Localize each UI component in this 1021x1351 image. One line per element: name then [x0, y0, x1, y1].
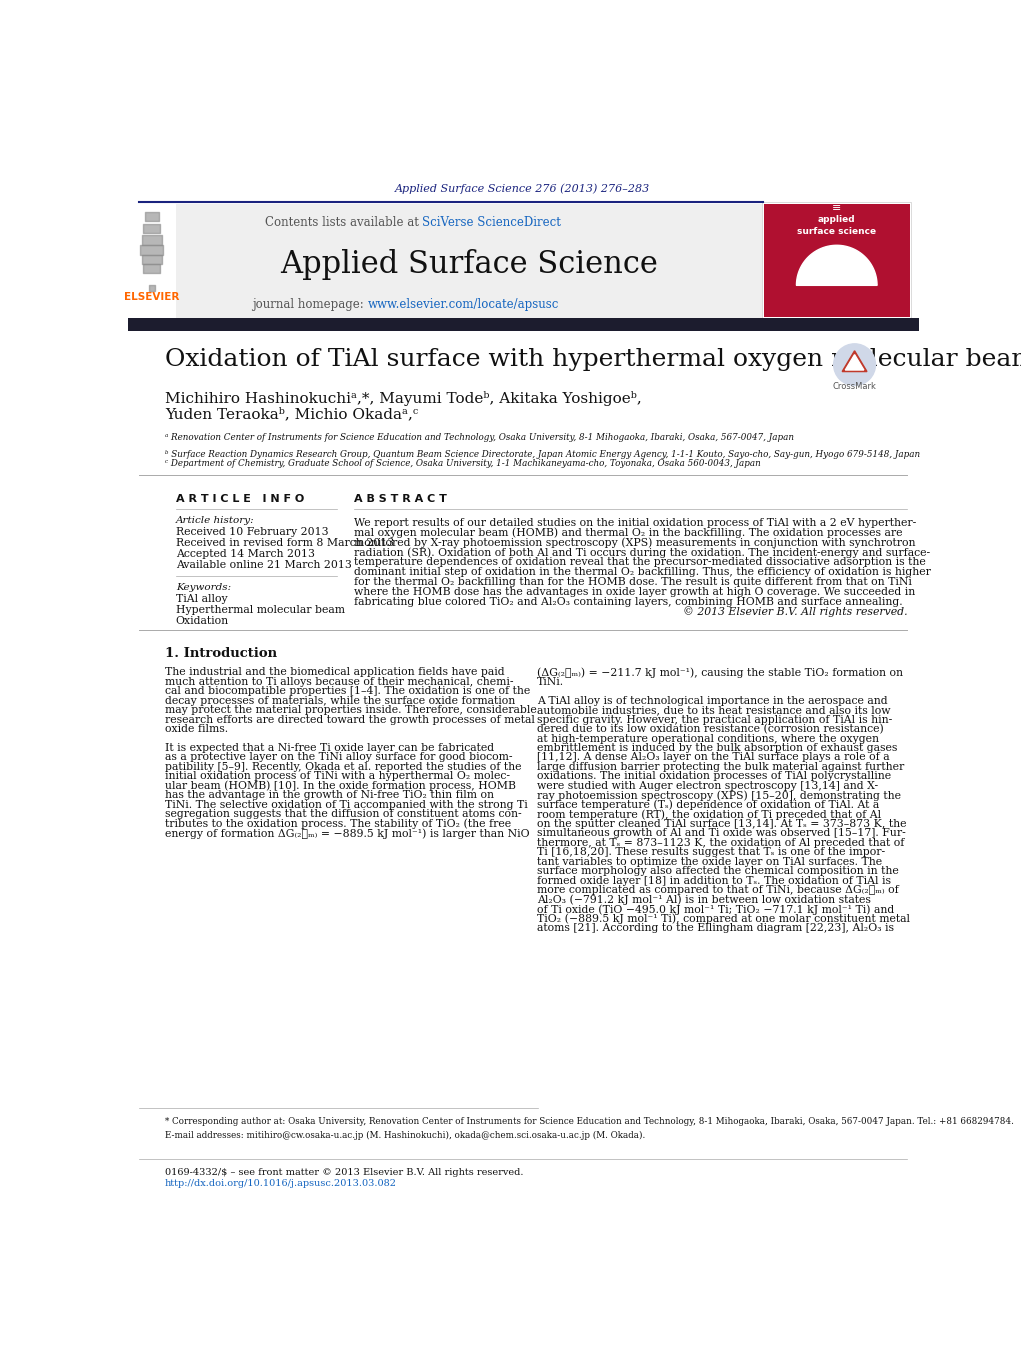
Text: on the sputter cleaned TiAl surface [13,14]. At Tₛ = 373–873 K, the: on the sputter cleaned TiAl surface [13,… — [537, 819, 907, 828]
Text: ≡: ≡ — [832, 203, 841, 213]
Text: journal homepage:: journal homepage: — [252, 299, 368, 311]
Text: ELSEVIER: ELSEVIER — [124, 292, 180, 301]
Text: Received in revised form 8 March 2013: Received in revised form 8 March 2013 — [176, 538, 394, 549]
Text: Received 10 February 2013: Received 10 February 2013 — [176, 527, 329, 538]
Text: ᵃ Renovation Center of Instruments for Science Education and Technology, Osaka U: ᵃ Renovation Center of Instruments for S… — [164, 432, 793, 442]
Text: Article history:: Article history: — [176, 516, 254, 524]
Text: The industrial and the biomedical application fields have paid: The industrial and the biomedical applic… — [164, 667, 504, 677]
Text: applied
surface science: applied surface science — [797, 215, 876, 235]
Text: Oxidation: Oxidation — [176, 616, 229, 626]
Text: Applied Surface Science: Applied Surface Science — [280, 249, 658, 280]
Text: where the HOMB dose has the advantages in oxide layer growth at high O coverage.: where the HOMB dose has the advantages i… — [354, 586, 915, 597]
Text: monitored by X-ray photoemission spectroscopy (XPS) measurements in conjunction : monitored by X-ray photoemission spectro… — [354, 538, 916, 549]
Text: ᵇ Surface Reaction Dynamics Research Group, Quantum Beam Science Directorate, Ja: ᵇ Surface Reaction Dynamics Research Gro… — [164, 450, 920, 459]
Text: embrittlement is induced by the bulk absorption of exhaust gases: embrittlement is induced by the bulk abs… — [537, 743, 897, 753]
Text: A R T I C L E   I N F O: A R T I C L E I N F O — [176, 493, 304, 504]
Text: TiNi. The selective oxidation of Ti accompanied with the strong Ti: TiNi. The selective oxidation of Ti acco… — [164, 800, 528, 809]
Text: simultaneous growth of Al and Ti oxide was observed [15–17]. Fur-: simultaneous growth of Al and Ti oxide w… — [537, 828, 906, 838]
Text: radiation (SR). Oxidation of both Al and Ti occurs during the oxidation. The inc: radiation (SR). Oxidation of both Al and… — [354, 547, 930, 558]
Circle shape — [834, 345, 875, 385]
Text: as a protective layer on the TiNi alloy surface for good biocom-: as a protective layer on the TiNi alloy … — [164, 753, 513, 762]
Text: Accepted 14 March 2013: Accepted 14 March 2013 — [176, 549, 314, 559]
Text: specific gravity. However, the practical application of TiAl is hin-: specific gravity. However, the practical… — [537, 715, 892, 724]
Text: dered due to its low oxidation resistance (corrosion resistance): dered due to its low oxidation resistanc… — [537, 724, 883, 735]
Text: segregation suggests that the diffusion of constituent atoms con-: segregation suggests that the diffusion … — [164, 809, 522, 819]
Text: A TiAl alloy is of technological importance in the aerospace and: A TiAl alloy is of technological importa… — [537, 696, 887, 705]
Text: automobile industries, due to its heat resistance and also its low: automobile industries, due to its heat r… — [537, 705, 890, 715]
Polygon shape — [842, 351, 867, 372]
Text: temperature dependences of oxidation reveal that the precursor-mediated dissocia: temperature dependences of oxidation rev… — [354, 557, 926, 567]
Text: www.elsevier.com/locate/apsusc: www.elsevier.com/locate/apsusc — [368, 299, 560, 311]
Text: room temperature (RT), the oxidation of Ti preceded that of Al: room temperature (RT), the oxidation of … — [537, 809, 881, 820]
Polygon shape — [796, 246, 877, 285]
Text: research efforts are directed toward the growth processes of metal: research efforts are directed toward the… — [164, 715, 535, 724]
Text: Contents lists available at: Contents lists available at — [264, 216, 422, 228]
Text: decay processes of materials, while the surface oxide formation: decay processes of materials, while the … — [164, 696, 515, 705]
Text: 0169-4332/$ – see front matter © 2013 Elsevier B.V. All rights reserved.: 0169-4332/$ – see front matter © 2013 El… — [164, 1167, 524, 1177]
Text: Oxidation of TiAl surface with hyperthermal oxygen molecular beams: Oxidation of TiAl surface with hyperther… — [164, 347, 1021, 370]
Text: energy of formation ΔG₍₂₞ₘ₎ = −889.5 kJ mol⁻¹) is larger than NiO: energy of formation ΔG₍₂₞ₘ₎ = −889.5 kJ … — [164, 828, 530, 839]
FancyBboxPatch shape — [763, 203, 911, 319]
Text: ular beam (HOMB) [10]. In the oxide formation process, HOMB: ular beam (HOMB) [10]. In the oxide form… — [164, 781, 516, 792]
Text: mal oxygen molecular beam (HOMB) and thermal O₂ in the backfilling. The oxidatio: mal oxygen molecular beam (HOMB) and the… — [354, 528, 903, 538]
Text: TiO₂ (−889.5 kJ mol⁻¹ Ti), compared at one molar constituent metal: TiO₂ (−889.5 kJ mol⁻¹ Ti), compared at o… — [537, 913, 910, 924]
Text: Yuden Teraokaᵇ, Michio Okadaᵃ,ᶜ: Yuden Teraokaᵇ, Michio Okadaᵃ,ᶜ — [164, 408, 418, 422]
Text: at high-temperature operational conditions, where the oxygen: at high-temperature operational conditio… — [537, 734, 879, 743]
Text: atoms [21]. According to the Ellingham diagram [22,23], Al₂O₃ is: atoms [21]. According to the Ellingham d… — [537, 923, 893, 934]
Text: http://dx.doi.org/10.1016/j.apsusc.2013.03.082: http://dx.doi.org/10.1016/j.apsusc.2013.… — [164, 1178, 397, 1188]
Polygon shape — [845, 354, 864, 370]
Text: cal and biocompatible properties [1–4]. The oxidation is one of the: cal and biocompatible properties [1–4]. … — [164, 686, 530, 696]
Text: Available online 21 March 2013: Available online 21 March 2013 — [176, 559, 351, 570]
FancyBboxPatch shape — [128, 204, 176, 319]
Text: surface morphology also affected the chemical composition in the: surface morphology also affected the che… — [537, 866, 898, 877]
Text: ᶜ Department of Chemistry, Graduate School of Science, Osaka University, 1-1 Mac: ᶜ Department of Chemistry, Graduate Scho… — [164, 459, 761, 469]
FancyBboxPatch shape — [176, 204, 763, 319]
Text: © 2013 Elsevier B.V. All rights reserved.: © 2013 Elsevier B.V. All rights reserved… — [683, 607, 908, 617]
Text: CrossMark: CrossMark — [833, 382, 876, 392]
Text: surface temperature (Tₛ) dependence of oxidation of TiAl. At a: surface temperature (Tₛ) dependence of o… — [537, 800, 879, 811]
Text: [11,12]. A dense Al₂O₃ layer on the TiAl surface plays a role of a: [11,12]. A dense Al₂O₃ layer on the TiAl… — [537, 753, 889, 762]
Text: Applied Surface Science 276 (2013) 276–283: Applied Surface Science 276 (2013) 276–2… — [395, 184, 650, 195]
FancyBboxPatch shape — [764, 204, 910, 317]
Text: much attention to Ti alloys because of their mechanical, chemi-: much attention to Ti alloys because of t… — [164, 677, 514, 686]
Text: * Corresponding author at: Osaka University, Renovation Center of Instruments fo: * Corresponding author at: Osaka Univers… — [164, 1117, 1014, 1125]
Text: thermore, at Tₛ = 873–1123 K, the oxidation of Al preceded that of: thermore, at Tₛ = 873–1123 K, the oxidat… — [537, 838, 905, 847]
Text: patibility [5–9]. Recently, Okada et al. reported the studies of the: patibility [5–9]. Recently, Okada et al.… — [164, 762, 522, 771]
Text: initial oxidation process of TiNi with a hyperthermal O₂ molec-: initial oxidation process of TiNi with a… — [164, 771, 509, 781]
Text: TiAl alloy: TiAl alloy — [176, 594, 228, 604]
Text: Ti [16,18,20]. These results suggest that Tₛ is one of the impor-: Ti [16,18,20]. These results suggest tha… — [537, 847, 885, 857]
Text: oxidations. The initial oxidation processes of TiAl polycrystalline: oxidations. The initial oxidation proces… — [537, 771, 891, 781]
Text: Al₂O₃ (−791.2 kJ mol⁻¹ Al) is in between low oxidation states: Al₂O₃ (−791.2 kJ mol⁻¹ Al) is in between… — [537, 894, 871, 905]
Text: 1. Introduction: 1. Introduction — [164, 647, 277, 659]
Text: more complicated as compared to that of TiNi, because ΔG₍₂₞ₘ₎ of: more complicated as compared to that of … — [537, 885, 898, 896]
Text: (ΔG₍₂₞ₘ₎) = −211.7 kJ mol⁻¹), causing the stable TiO₂ formation on: (ΔG₍₂₞ₘ₎) = −211.7 kJ mol⁻¹), causing th… — [537, 667, 903, 678]
Text: tant variables to optimize the oxide layer on TiAl surfaces. The: tant variables to optimize the oxide lay… — [537, 857, 882, 866]
Text: Keywords:: Keywords: — [176, 584, 231, 593]
Text: dominant initial step of oxidation in the thermal O₂ backfilling. Thus, the effi: dominant initial step of oxidation in th… — [354, 567, 931, 577]
Text: formed oxide layer [18] in addition to Tₛ. The oxidation of TiAl is: formed oxide layer [18] in addition to T… — [537, 875, 891, 886]
Text: large diffusion barrier protecting the bulk material against further: large diffusion barrier protecting the b… — [537, 762, 904, 771]
Text: for the thermal O₂ backfilling than for the HOMB dose. The result is quite diffe: for the thermal O₂ backfilling than for … — [354, 577, 912, 586]
Text: tributes to the oxidation process. The stability of TiO₂ (the free: tributes to the oxidation process. The s… — [164, 819, 510, 830]
Text: oxide films.: oxide films. — [164, 724, 228, 734]
Text: A B S T R A C T: A B S T R A C T — [354, 493, 447, 504]
Text: fabricating blue colored TiO₂ and Al₂O₃ containing layers, combining HOMB and su: fabricating blue colored TiO₂ and Al₂O₃ … — [354, 597, 903, 607]
Text: ray photoemission spectroscopy (XPS) [15–20], demonstrating the: ray photoemission spectroscopy (XPS) [15… — [537, 790, 901, 801]
Text: E-mail addresses: mitihiro@cw.osaka-u.ac.jp (M. Hashinokuchi), okada@chem.sci.os: E-mail addresses: mitihiro@cw.osaka-u.ac… — [164, 1131, 645, 1140]
Text: may protect the material properties inside. Therefore, considerable: may protect the material properties insi… — [164, 705, 537, 715]
Text: of Ti oxide (TiO −495.0 kJ mol⁻¹ Ti; TiO₂ −717.1 kJ mol⁻¹ Ti) and: of Ti oxide (TiO −495.0 kJ mol⁻¹ Ti; TiO… — [537, 904, 894, 915]
Text: TiNi.: TiNi. — [537, 677, 564, 686]
Text: has the advantage in the growth of Ni-free TiO₂ thin film on: has the advantage in the growth of Ni-fr… — [164, 790, 494, 800]
FancyBboxPatch shape — [128, 319, 919, 331]
Text: We report results of our detailed studies on the initial oxidation process of Ti: We report results of our detailed studie… — [354, 517, 916, 528]
Text: were studied with Auger electron spectroscopy [13,14] and X-: were studied with Auger electron spectro… — [537, 781, 878, 790]
Text: Hyperthermal molecular beam: Hyperthermal molecular beam — [176, 605, 345, 615]
Text: SciVerse ScienceDirect: SciVerse ScienceDirect — [422, 216, 561, 228]
Text: It is expected that a Ni-free Ti oxide layer can be fabricated: It is expected that a Ni-free Ti oxide l… — [164, 743, 494, 753]
Text: Michihiro Hashinokuchiᵃ,*, Mayumi Todeᵇ, Akitaka Yoshigoeᵇ,: Michihiro Hashinokuchiᵃ,*, Mayumi Todeᵇ,… — [164, 390, 641, 407]
